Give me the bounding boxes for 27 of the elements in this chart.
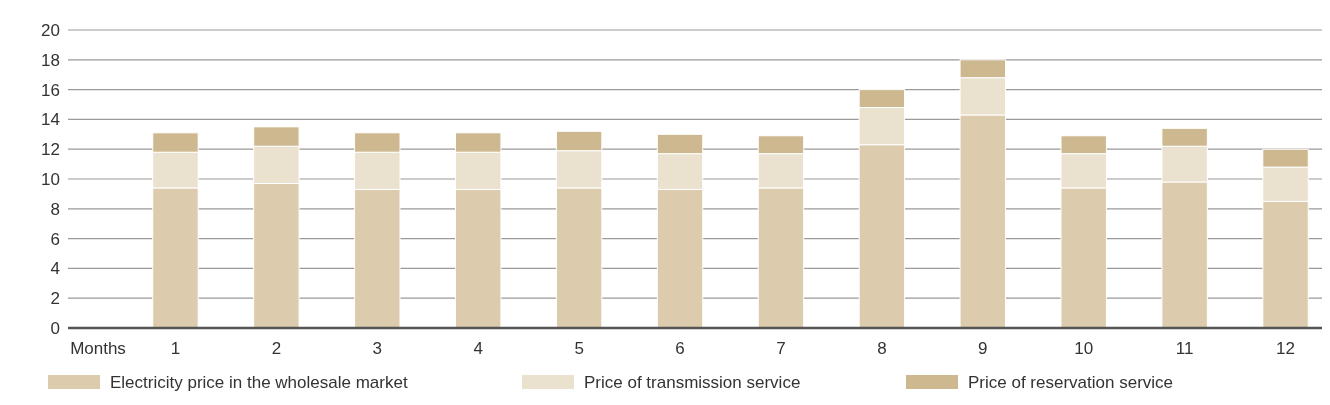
y-tick-label: 16 xyxy=(41,80,60,100)
x-tick-label: 12 xyxy=(1276,339,1295,358)
y-tick-label: 10 xyxy=(41,169,60,189)
legend-label: Price of transmission service xyxy=(584,372,801,392)
y-tick-label: 14 xyxy=(41,110,60,130)
y-tick-label: 20 xyxy=(41,20,60,40)
x-tick-label: 11 xyxy=(1175,339,1194,358)
x-tick-label: 7 xyxy=(776,339,786,358)
y-tick-label: 8 xyxy=(50,199,60,219)
legend-label: Electricity price in the wholesale market xyxy=(110,372,408,392)
y-tick-label: 4 xyxy=(50,259,60,279)
x-tick-label: 3 xyxy=(372,339,383,358)
y-tick-label: 12 xyxy=(41,140,60,160)
legend-label: Price of reservation service xyxy=(968,372,1174,392)
x-axis-title: Months xyxy=(70,339,126,358)
y-tick-label: 2 xyxy=(50,289,60,309)
x-tick-label: 2 xyxy=(271,339,282,358)
y-tick-label: 18 xyxy=(41,50,60,70)
x-tick-label: 5 xyxy=(574,339,584,358)
x-tick-label: 9 xyxy=(978,339,988,358)
x-tick-label: 8 xyxy=(877,339,887,358)
y-tick-label: 0 xyxy=(50,318,60,338)
x-tick-label: 1 xyxy=(170,339,181,358)
x-tick-label: 4 xyxy=(473,339,483,358)
y-tick-label: 6 xyxy=(50,229,60,249)
x-tick-label: 10 xyxy=(1074,339,1094,358)
x-tick-label: 6 xyxy=(675,339,685,358)
